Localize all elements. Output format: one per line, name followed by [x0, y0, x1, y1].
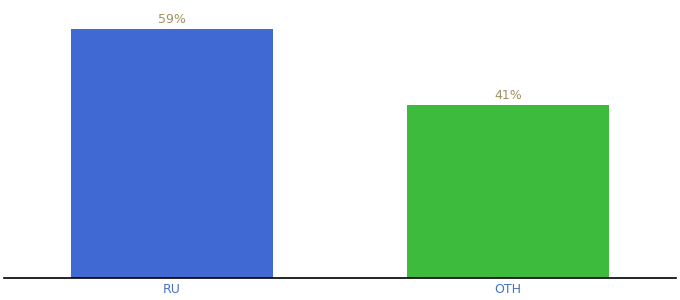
Bar: [407, 105, 609, 278]
Text: 59%: 59%: [158, 13, 186, 26]
Bar: [71, 29, 273, 278]
Text: 41%: 41%: [494, 89, 522, 102]
